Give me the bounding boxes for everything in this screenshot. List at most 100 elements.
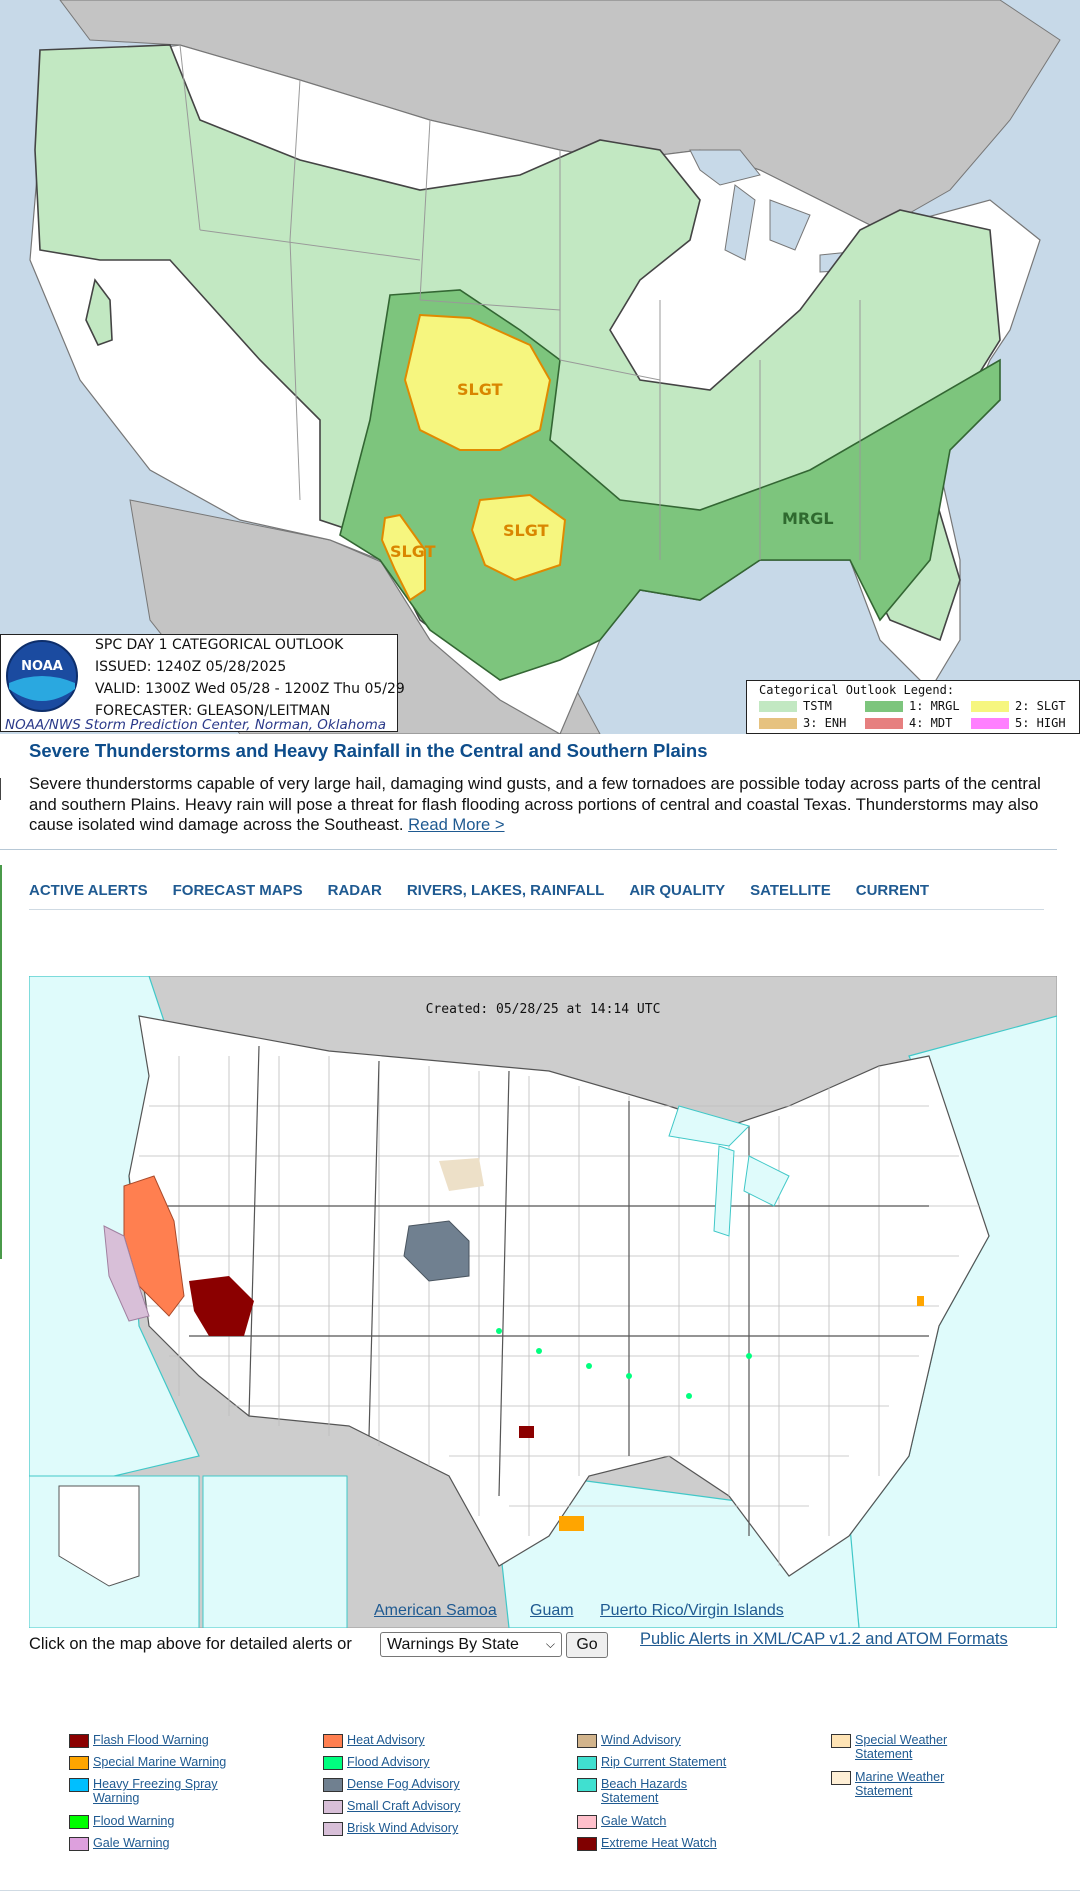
spc-outlook-map-graphic: SLGT SLGT SLGT MRGL (0, 0, 1080, 734)
spc-valid: VALID: 1300Z Wed 05/28 - 1200Z Thu 05/29 (95, 681, 405, 697)
legend-swatch (69, 1815, 89, 1829)
spc-issued: ISSUED: 1240Z 05/28/2025 (95, 659, 287, 675)
legend-swatch (865, 700, 903, 712)
click-instruction: Click on the map above for detailed aler… (29, 1635, 352, 1653)
tab-rivers-lakes-rainfall[interactable]: RIVERS, LAKES, RAINFALL (406, 882, 605, 899)
legend-link-heat-advisory[interactable]: Heat Advisory (347, 1733, 425, 1747)
spc-legend-tstm: TSTM (759, 699, 832, 713)
legend-label: 3: ENH (803, 716, 847, 730)
legend-label: 1: MRGL (909, 699, 960, 713)
legend-swatch (69, 1778, 89, 1792)
legend-swatch (69, 1837, 89, 1851)
spc-forecaster: FORECASTER: GLEASON/LEITMAN (95, 703, 331, 719)
legend-item: Heavy Freezing Spray Warning (69, 1777, 239, 1805)
read-more-link[interactable]: Read More > (408, 815, 505, 834)
tab-air-quality[interactable]: AIR QUALITY (629, 882, 726, 899)
tab-current[interactable]: CURRENT (855, 882, 930, 899)
legend-link-special-weather-statement[interactable]: Special Weather Statement (855, 1733, 948, 1761)
legend-link-gale-warning[interactable]: Gale Warning (93, 1836, 170, 1850)
legend-swatch (759, 717, 797, 729)
legend-link-dense-fog-advisory[interactable]: Dense Fog Advisory (347, 1777, 460, 1791)
legend-link-flood-warning[interactable]: Flood Warning (93, 1814, 175, 1828)
legend-link-gale-watch[interactable]: Gale Watch (601, 1814, 667, 1828)
legend-item: Special Marine Warning (69, 1755, 226, 1770)
legend-swatch (323, 1778, 343, 1792)
spc-outlook-map[interactable]: SLGT SLGT SLGT MRGL NOAA SPC DAY 1 CATEG… (0, 0, 1080, 734)
legend-link-rip-current-statement[interactable]: Rip Current Statement (601, 1755, 727, 1769)
headline-title: Severe Thunderstorms and Heavy Rainfall … (29, 740, 708, 761)
legend-link-extreme-heat-watch[interactable]: Extreme Heat Watch (601, 1836, 717, 1850)
headline-body: Severe thunderstorms capable of very lar… (29, 774, 1041, 834)
legend-link-marine-weather-statement[interactable]: Marine Weather Statement (855, 1770, 945, 1798)
spc-legend-high: 5: HIGH (971, 716, 1066, 730)
puerto-rico-virgin-islands-link[interactable]: Puerto Rico/Virgin Islands (600, 1602, 784, 1619)
map-tabs: ACTIVE ALERTS FORECAST MAPS RADAR RIVERS… (29, 882, 954, 904)
legend-swatch (69, 1734, 89, 1748)
divider (0, 849, 1057, 850)
alerts-map[interactable]: Created: 05/28/25 at 14:14 UTC American … (29, 976, 1057, 1628)
spc-title: SPC DAY 1 CATEGORICAL OUTLOOK (95, 637, 344, 653)
tab-forecast-maps[interactable]: FORECAST MAPS (172, 882, 303, 899)
chevron-down-icon: ⌵ (545, 1637, 555, 1651)
slgt-label-3: SLGT (390, 542, 436, 561)
guam-link[interactable]: Guam (530, 1602, 574, 1619)
legend-link-special-marine-warning[interactable]: Special Marine Warning (93, 1755, 227, 1769)
alerts-map-graphic (29, 976, 1057, 1628)
public-alerts-cap-link[interactable]: Public Alerts in XML/CAP v1.2 and ATOM F… (640, 1630, 1008, 1648)
legend-swatch (865, 717, 903, 729)
mrgl-label: MRGL (782, 509, 834, 528)
legend-item: Flood Advisory (323, 1755, 430, 1770)
legend-swatch (971, 717, 1009, 729)
spc-legend-slgt: 2: SLGT (971, 699, 1066, 713)
go-button[interactable]: Go (566, 1632, 608, 1658)
legend-item: Extreme Heat Watch (577, 1836, 717, 1851)
slgt-label-2: SLGT (503, 521, 549, 540)
tab-satellite[interactable]: SATELLITE (750, 882, 831, 899)
legend-label: TSTM (803, 699, 832, 713)
legend-item: Flood Warning (69, 1814, 174, 1829)
slgt-label-1: SLGT (457, 380, 503, 399)
legend-item: Flash Flood Warning (69, 1733, 209, 1748)
legend-link-flash-flood-warning[interactable]: Flash Flood Warning (93, 1733, 209, 1747)
left-edge-marker (0, 778, 1, 800)
tab-radar[interactable]: RADAR (327, 882, 382, 899)
legend-item: Rip Current Statement (577, 1755, 726, 1770)
legend-swatch (323, 1756, 343, 1770)
legend-link-flood-advisory[interactable]: Flood Advisory (347, 1755, 430, 1769)
legend-item: Special Weather Statement (831, 1733, 956, 1761)
legend-swatch (831, 1734, 851, 1748)
legend-swatch (69, 1756, 89, 1770)
legend-item: Dense Fog Advisory (323, 1777, 460, 1792)
legend-item: Gale Watch (577, 1814, 666, 1829)
legend-link-wind-advisory[interactable]: Wind Advisory (601, 1733, 681, 1747)
legend-item: Heat Advisory (323, 1733, 425, 1748)
legend-swatch (831, 1771, 851, 1785)
map-created-timestamp: Created: 05/28/25 at 14:14 UTC (425, 1002, 661, 1017)
legend-swatch (577, 1756, 597, 1770)
legend-swatch (323, 1822, 343, 1836)
footer-divider (0, 1890, 1080, 1891)
legend-swatch (577, 1815, 597, 1829)
legend-link-small-craft-advisory[interactable]: Small Craft Advisory (347, 1799, 461, 1813)
noaa-logo-text: NOAA (21, 659, 63, 674)
american-samoa-link[interactable]: American Samoa (374, 1602, 497, 1619)
legend-item: Marine Weather Statement (831, 1770, 956, 1798)
legend-link-beach-hazards-statement[interactable]: Beach Hazards Statement (601, 1777, 688, 1805)
legend-item: Beach Hazards Statement (577, 1777, 707, 1805)
legend-label: 2: SLGT (1015, 699, 1066, 713)
spc-legend-enh: 3: ENH (759, 716, 846, 730)
spc-footer: NOAA/NWS Storm Prediction Center, Norman… (5, 717, 387, 733)
tab-active-alerts[interactable]: ACTIVE ALERTS (29, 882, 148, 899)
headline-summary: Severe thunderstorms capable of very lar… (29, 774, 1049, 836)
legend-item: Brisk Wind Advisory (323, 1821, 458, 1836)
legend-link-brisk-wind-advisory[interactable]: Brisk Wind Advisory (347, 1821, 459, 1835)
legend-swatch (759, 700, 797, 712)
legend-swatch (323, 1734, 343, 1748)
tabs-divider (29, 909, 1044, 910)
warnings-by-state-select[interactable]: Warnings By State ⌵ (380, 1632, 562, 1657)
spc-legend-mdt: 4: MDT (865, 716, 952, 730)
legend-label: 5: HIGH (1015, 716, 1066, 730)
state-select-value: Warnings By State (387, 1635, 519, 1653)
spc-legend-mrgl: 1: MRGL (865, 699, 960, 713)
legend-link-heavy-freezing-spray-warning[interactable]: Heavy Freezing Spray Warning (93, 1777, 218, 1805)
